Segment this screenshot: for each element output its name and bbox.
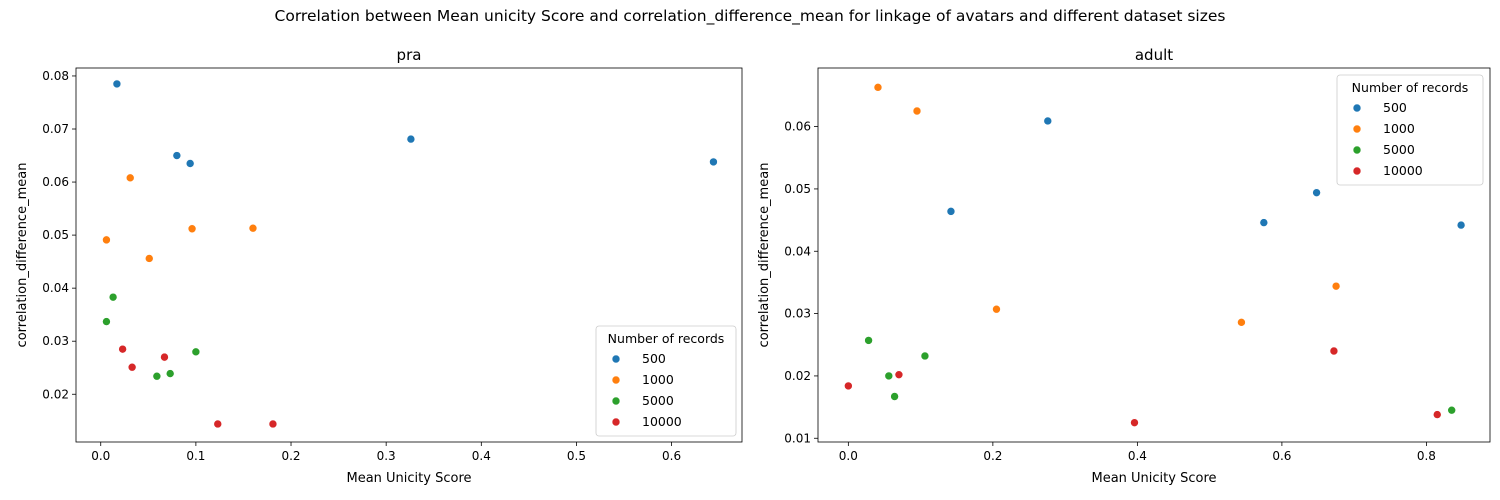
adult-x-tick-label: 0.4 <box>1128 449 1147 463</box>
pra-legend-label-5000: 5000 <box>642 393 674 408</box>
adult-point-10000 <box>844 381 853 391</box>
figure-title: Correlation between Mean unicity Score a… <box>274 7 1226 25</box>
pra-point-500 <box>112 79 122 89</box>
pra-point-1000 <box>248 223 258 233</box>
adult-y-tick-label: 0.02 <box>784 369 811 383</box>
pra-point-5000 <box>165 369 175 378</box>
pra-y-tick-label: 0.07 <box>42 122 69 136</box>
pra-point-1000 <box>102 235 111 245</box>
pra-y-tick-label: 0.03 <box>42 334 69 348</box>
adult-point-1000 <box>912 106 922 116</box>
adult-point-5000 <box>1447 405 1457 415</box>
adult-legend-title: Number of records <box>1352 80 1469 95</box>
adult-point-1000 <box>1237 318 1246 327</box>
pra-x-tick-label: 0.6 <box>662 449 681 463</box>
adult-point-10000 <box>1432 410 1442 419</box>
pra-y-tick-label: 0.05 <box>42 228 69 242</box>
pra-y-tick-label: 0.04 <box>42 281 69 295</box>
pra-legend-label-1000: 1000 <box>642 372 674 387</box>
adult-point-10000 <box>894 370 904 379</box>
adult-x-axis-label: Mean Unicity Score <box>1091 471 1216 486</box>
adult-point-500 <box>1043 116 1053 126</box>
adult-point-500 <box>1456 220 1466 230</box>
pra-point-500 <box>172 151 182 160</box>
pra-x-tick-label: 0.4 <box>472 449 491 463</box>
pra-axes-frame <box>75 67 743 443</box>
adult-point-10000 <box>1329 346 1339 356</box>
pra-point-500 <box>185 159 195 168</box>
adult-legend: Number of records 500 1000 5000 10000 <box>1336 74 1484 186</box>
adult-point-5000 <box>890 392 899 401</box>
adult-y-tick-label: 0.03 <box>784 307 811 321</box>
pra-point-10000 <box>118 344 127 354</box>
pra-point-1000 <box>144 254 154 263</box>
pra-chart-title: pra <box>397 46 422 64</box>
pra-x-tick-label: 0.2 <box>281 449 300 463</box>
pra-legend-marker-5000 <box>611 396 621 406</box>
adult-point-1000 <box>1331 281 1341 291</box>
pra-y-tick-label: 0.02 <box>42 387 69 401</box>
pra-point-1000 <box>187 224 197 234</box>
pra-legend-marker-1000 <box>611 375 621 385</box>
adult-point-5000 <box>864 336 873 345</box>
pra-point-10000 <box>213 419 223 429</box>
adult-point-500 <box>946 207 956 216</box>
pra-legend-label-500: 500 <box>642 351 666 366</box>
adult-y-tick-label: 0.05 <box>784 182 811 196</box>
pra-legend-label-10000: 10000 <box>642 414 682 429</box>
adult-y-axis-label: correlation_difference_mean <box>757 163 772 348</box>
pra-y-tick-label: 0.06 <box>42 175 69 189</box>
adult-point-500 <box>1312 188 1321 197</box>
adult-legend-marker-5000 <box>1352 145 1362 155</box>
adult-legend-marker-1000 <box>1352 124 1362 134</box>
adult-x-tick-label: 0.0 <box>839 449 858 463</box>
adult-point-1000 <box>992 304 1001 314</box>
pra-x-tick-label: 0.1 <box>186 449 205 463</box>
pra-x-axis-label: Mean Unicity Score <box>346 471 471 486</box>
pra-point-5000 <box>152 371 162 381</box>
adult-y-tick-label: 0.04 <box>784 244 811 258</box>
pra-point-5000 <box>102 317 111 326</box>
adult-legend-label-10000: 10000 <box>1383 163 1423 178</box>
pra-legend-title: Number of records <box>608 331 725 346</box>
pra-y-tick-label: 0.08 <box>42 69 69 83</box>
pra-x-tick-label: 0.5 <box>567 449 586 463</box>
pra-point-10000 <box>127 362 137 372</box>
adult-legend-label-500: 500 <box>1383 100 1407 115</box>
adult-legend-label-5000: 5000 <box>1383 142 1415 157</box>
pra-legend: Number of records 500 1000 5000 10000 <box>595 325 737 437</box>
pra-legend-marker-10000 <box>611 417 621 427</box>
adult-point-5000 <box>884 371 894 381</box>
pra-point-5000 <box>108 292 118 302</box>
adult-chart-title: adult <box>1135 46 1173 64</box>
adult-axes-frame <box>817 67 1491 443</box>
adult-point-5000 <box>920 351 930 361</box>
adult-y-tick-label: 0.06 <box>784 120 811 134</box>
adult-x-tick-label: 0.6 <box>1272 449 1291 463</box>
adult-point-1000 <box>873 83 883 92</box>
pra-point-5000 <box>191 347 201 357</box>
adult-point-10000 <box>1130 418 1139 427</box>
pra-legend-marker-500 <box>611 354 621 364</box>
pra-point-1000 <box>125 173 135 183</box>
pra-point-10000 <box>268 419 278 429</box>
pra-point-500 <box>406 134 416 144</box>
adult-legend-marker-500 <box>1352 103 1362 113</box>
pra-x-tick-label: 0.0 <box>91 449 110 463</box>
adult-point-500 <box>1259 218 1269 227</box>
adult-legend-marker-10000 <box>1352 166 1362 176</box>
adult-legend-label-1000: 1000 <box>1383 121 1415 136</box>
adult-x-tick-label: 0.8 <box>1417 449 1436 463</box>
adult-x-tick-label: 0.2 <box>983 449 1002 463</box>
pra-point-10000 <box>160 352 169 362</box>
pra-point-500 <box>709 157 718 167</box>
pra-x-tick-label: 0.3 <box>377 449 396 463</box>
pra-y-axis-label: correlation_difference_mean <box>15 163 30 348</box>
adult-y-tick-label: 0.01 <box>784 431 811 445</box>
